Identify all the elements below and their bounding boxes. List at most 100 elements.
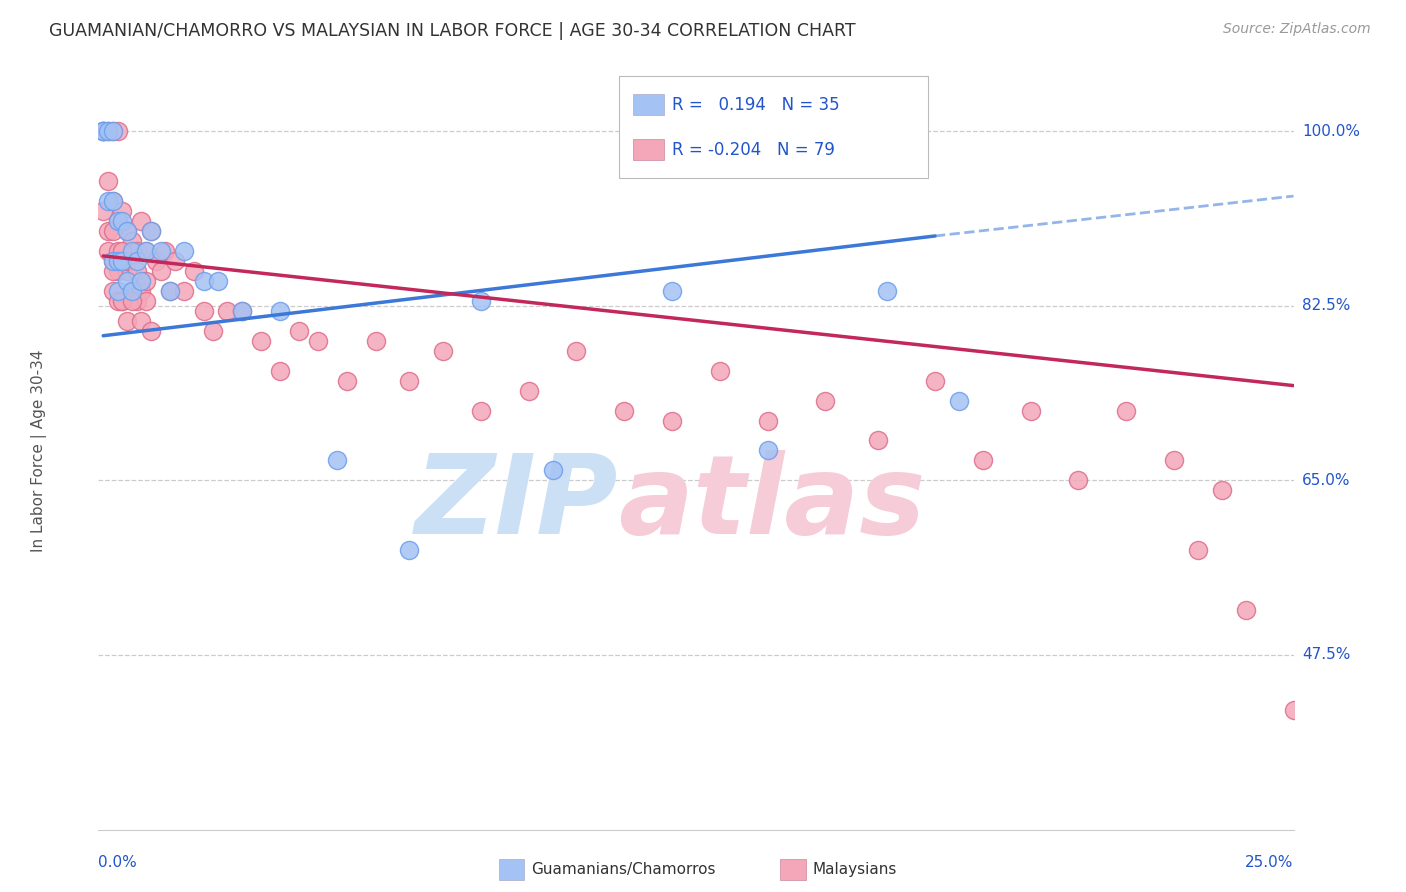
Point bbox=[231, 303, 253, 318]
Point bbox=[217, 303, 239, 318]
Point bbox=[173, 244, 195, 258]
Point bbox=[115, 264, 138, 278]
Text: 100.0%: 100.0% bbox=[1302, 124, 1360, 139]
Point bbox=[107, 214, 129, 228]
Point bbox=[111, 253, 134, 268]
Text: 47.5%: 47.5% bbox=[1302, 648, 1350, 663]
Point bbox=[125, 293, 148, 308]
Text: 25.0%: 25.0% bbox=[1246, 855, 1294, 870]
Point bbox=[101, 264, 124, 278]
Point bbox=[231, 303, 253, 318]
Point bbox=[107, 124, 129, 138]
Point bbox=[101, 194, 124, 208]
Point bbox=[149, 264, 172, 278]
Point bbox=[183, 264, 205, 278]
Point bbox=[101, 284, 124, 298]
Point bbox=[139, 224, 162, 238]
Point bbox=[756, 413, 779, 427]
Point bbox=[135, 293, 157, 308]
Point bbox=[269, 364, 291, 378]
Point bbox=[121, 234, 143, 248]
Point bbox=[115, 314, 138, 328]
Point bbox=[155, 244, 177, 258]
Point bbox=[91, 124, 114, 138]
Point bbox=[97, 174, 120, 188]
Text: Source: ZipAtlas.com: Source: ZipAtlas.com bbox=[1223, 22, 1371, 37]
Point bbox=[1282, 703, 1305, 717]
Point bbox=[1115, 403, 1137, 417]
Point bbox=[131, 314, 153, 328]
Point bbox=[101, 224, 124, 238]
Text: GUAMANIAN/CHAMORRO VS MALAYSIAN IN LABOR FORCE | AGE 30-34 CORRELATION CHART: GUAMANIAN/CHAMORRO VS MALAYSIAN IN LABOR… bbox=[49, 22, 856, 40]
Point bbox=[613, 403, 636, 417]
Point bbox=[1211, 483, 1233, 498]
Point bbox=[111, 204, 134, 219]
Point bbox=[398, 374, 420, 388]
Point bbox=[111, 244, 134, 258]
Point bbox=[111, 253, 134, 268]
Point bbox=[125, 253, 148, 268]
Text: 0.0%: 0.0% bbox=[98, 855, 138, 870]
Point bbox=[97, 224, 120, 238]
Point bbox=[101, 194, 124, 208]
Point bbox=[115, 253, 138, 268]
Point bbox=[876, 284, 898, 298]
Point bbox=[131, 284, 153, 298]
Point bbox=[924, 374, 946, 388]
Point bbox=[101, 253, 124, 268]
Point bbox=[107, 284, 129, 298]
Point bbox=[972, 453, 994, 467]
Point bbox=[565, 343, 588, 358]
Point bbox=[121, 244, 143, 258]
Point bbox=[97, 124, 120, 138]
Point bbox=[107, 293, 129, 308]
Point bbox=[756, 443, 779, 458]
Point bbox=[307, 334, 329, 348]
Point bbox=[101, 253, 124, 268]
Point bbox=[1067, 474, 1090, 488]
Point bbox=[121, 284, 143, 298]
Point bbox=[139, 224, 162, 238]
Point bbox=[517, 384, 540, 398]
Point bbox=[115, 224, 138, 238]
Point bbox=[125, 244, 148, 258]
Point bbox=[135, 244, 157, 258]
Point bbox=[1163, 453, 1185, 467]
Point bbox=[131, 214, 153, 228]
Point bbox=[149, 244, 172, 258]
Point bbox=[661, 284, 683, 298]
Point bbox=[207, 274, 229, 288]
Text: 65.0%: 65.0% bbox=[1302, 473, 1350, 488]
Point bbox=[111, 293, 134, 308]
Point bbox=[97, 124, 120, 138]
Point bbox=[101, 124, 124, 138]
Point bbox=[107, 253, 129, 268]
Point bbox=[159, 284, 181, 298]
Text: ZIP: ZIP bbox=[415, 450, 619, 557]
Point bbox=[250, 334, 273, 348]
Point bbox=[202, 324, 225, 338]
Point bbox=[866, 434, 889, 448]
Point bbox=[135, 274, 157, 288]
Point bbox=[541, 463, 564, 477]
Point bbox=[193, 303, 215, 318]
Point bbox=[121, 284, 143, 298]
Point bbox=[326, 453, 349, 467]
Point bbox=[135, 244, 157, 258]
Point bbox=[91, 204, 114, 219]
Point bbox=[107, 214, 129, 228]
Point bbox=[111, 293, 134, 308]
Point bbox=[336, 374, 359, 388]
Point bbox=[163, 253, 186, 268]
Point bbox=[107, 244, 129, 258]
Point bbox=[432, 343, 454, 358]
Point bbox=[364, 334, 387, 348]
Text: R = -0.204   N = 79: R = -0.204 N = 79 bbox=[672, 141, 835, 159]
Point bbox=[1019, 403, 1042, 417]
Point bbox=[1234, 603, 1257, 617]
Text: Guamanians/Chamorros: Guamanians/Chamorros bbox=[531, 863, 716, 877]
Text: atlas: atlas bbox=[619, 450, 925, 557]
Point bbox=[139, 324, 162, 338]
Point bbox=[115, 274, 138, 288]
Point bbox=[97, 244, 120, 258]
